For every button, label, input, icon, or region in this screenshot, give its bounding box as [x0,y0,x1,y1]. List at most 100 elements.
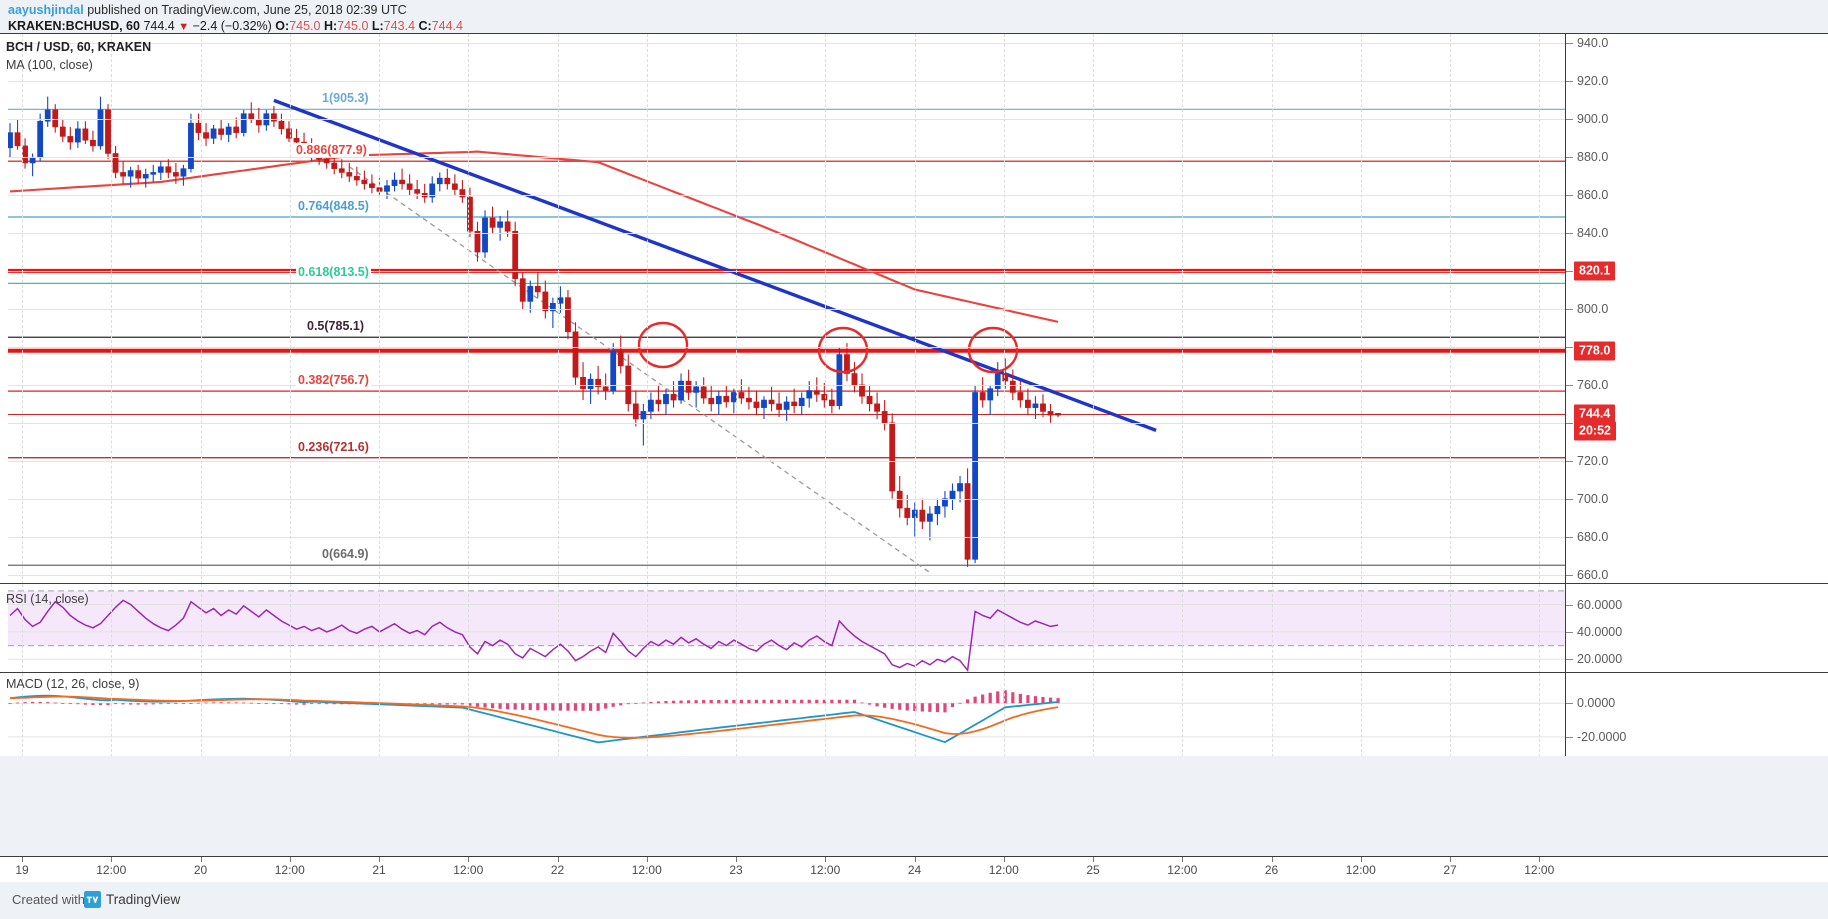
vertical-gridline [914,34,916,583]
down-arrow-icon: ▼ [178,21,190,33]
time-tick-label: 12:00 [1167,863,1198,877]
vertical-gridline [1450,673,1451,756]
rsi-tick [1566,631,1573,633]
price-tick [1566,43,1573,45]
rsi-tick [1566,604,1573,606]
vertical-gridline [646,34,648,583]
price-tick [1566,498,1573,500]
price-tick [1566,346,1573,348]
time-tick-label: 26 [1264,863,1279,877]
vertical-gridline [1450,584,1451,672]
price-tick [1566,460,1573,462]
vertical-gridline [1003,673,1005,756]
vertical-gridline [379,34,380,583]
time-tick [914,857,916,862]
price-highlight-20-52: 20:52 [1574,421,1616,441]
vertical-gridline [289,34,291,583]
symbol-label[interactable]: KRAKEN:BCHUSD, 60 [8,19,140,33]
time-tick-label: 23 [729,863,743,877]
candlestick-svg [8,96,1565,574]
price-plot-area[interactable]: 1(905.3) 0.886(877.9) 0.764(848.5) 0.618(81… [8,34,1565,583]
time-tick [1539,857,1541,862]
fib-label-0-5: 0.5(785.1) [305,319,366,334]
macd-plot-area[interactable] [8,673,1565,756]
vertical-gridline [557,673,559,756]
time-axis[interactable]: 19 12:00 20 12:00 21 12:00 22 12:00 23 12:00 24 12:… [0,856,1828,882]
time-tick [736,857,737,862]
publisher-name[interactable]: aayushjindal [8,3,84,17]
time-tick-label: 20 [193,863,208,877]
vertical-gridline [22,34,23,583]
footer: Created with TradingView [0,882,1828,919]
tradingview-brand: TradingView [106,892,181,907]
time-tick-label: 25 [1086,863,1100,877]
rsi-scale[interactable]: 60.0000 40.0000 20.0000 [1565,584,1828,672]
price-pane-title: BCH / USD, 60, KRAKEN [6,40,152,54]
vertical-gridline [289,584,291,672]
price-tick [1566,81,1573,83]
price-highlight-820-1: 820.1 [1574,261,1616,281]
vertical-gridline [379,673,380,756]
chart-header: aayushjindal published on TradingView.co… [0,0,1828,33]
fib-label-0-764: 0.764(848.5) [296,199,371,214]
high-value: 745.0 [337,19,369,33]
fib-label-0-236: 0.236(721.6) [296,439,371,454]
vertical-gridline [1003,584,1005,672]
time-tick [1360,857,1362,862]
rsi-legend: RSI (14, close) [6,592,89,606]
vertical-gridline [1360,34,1362,583]
vertical-gridline [1271,34,1273,583]
vertical-gridline [111,584,113,672]
vertical-gridline [1182,34,1184,583]
time-tick [557,857,559,862]
price-scale[interactable]: 940.0920.0900.0880.0860.0840.0820.0800.0… [1565,34,1828,583]
open-label: O: [275,19,290,33]
price-pane[interactable]: 1(905.3) 0.886(877.9) 0.764(848.5) 0.618(81… [0,33,1828,583]
rsi-tick-label: 40.0000 [1577,624,1623,639]
price-highlight-778-0: 778.0 [1574,341,1616,361]
time-tick [111,857,113,862]
close-value: 744.4 [431,19,463,33]
price-tick-label: 800.0 [1577,302,1609,316]
time-tick-label: 12:00 [810,863,841,877]
vertical-gridline [1271,673,1273,756]
vertical-gridline [736,584,737,672]
price-tick [1566,536,1573,538]
time-tick-label: 12:00 [1345,863,1376,877]
vertical-gridline [1182,673,1184,756]
time-tick [468,857,470,862]
time-tick-label: 12:00 [1524,863,1555,877]
price-tick-label: 840.0 [1577,226,1609,241]
low-label: L: [371,19,384,33]
vertical-gridline [200,34,202,583]
rsi-plot-area[interactable] [8,584,1565,672]
price-tick [1566,422,1573,424]
vertical-gridline [1003,34,1005,583]
time-tick [1182,857,1184,862]
vertical-gridline [468,673,470,756]
price-tick [1566,233,1573,235]
vertical-gridline [646,673,648,756]
fib-label-0: 0(664.9) [320,547,371,562]
horizontal-gridline [8,157,1565,159]
time-tick-label: 12:00 [453,863,484,877]
macd-tick [1566,703,1573,705]
macd-pane[interactable]: 0.0000 -20.0000 MACD (12, 26, close, 9) [0,672,1828,756]
price-tick [1566,271,1573,273]
price-tick [1566,119,1573,121]
price-tick-label: 920.0 [1577,74,1609,89]
vertical-gridline [468,34,470,583]
rsi-pane[interactable]: 60.0000 40.0000 20.0000 RSI (14, close) [0,583,1828,672]
vertical-gridline [914,673,916,756]
horizontal-gridline [8,422,1565,424]
macd-scale[interactable]: 0.0000 -20.0000 [1565,673,1828,756]
time-tick [379,857,380,862]
price-tick-label: 680.0 [1577,529,1609,544]
vertical-gridline [22,584,23,672]
horizontal-gridline [8,346,1565,348]
vertical-gridline [111,34,113,583]
horizontal-gridline [8,574,1565,576]
time-tick-label: 12:00 [631,863,662,877]
time-tick-label: 12:00 [274,863,305,877]
price-tick [1566,157,1573,159]
